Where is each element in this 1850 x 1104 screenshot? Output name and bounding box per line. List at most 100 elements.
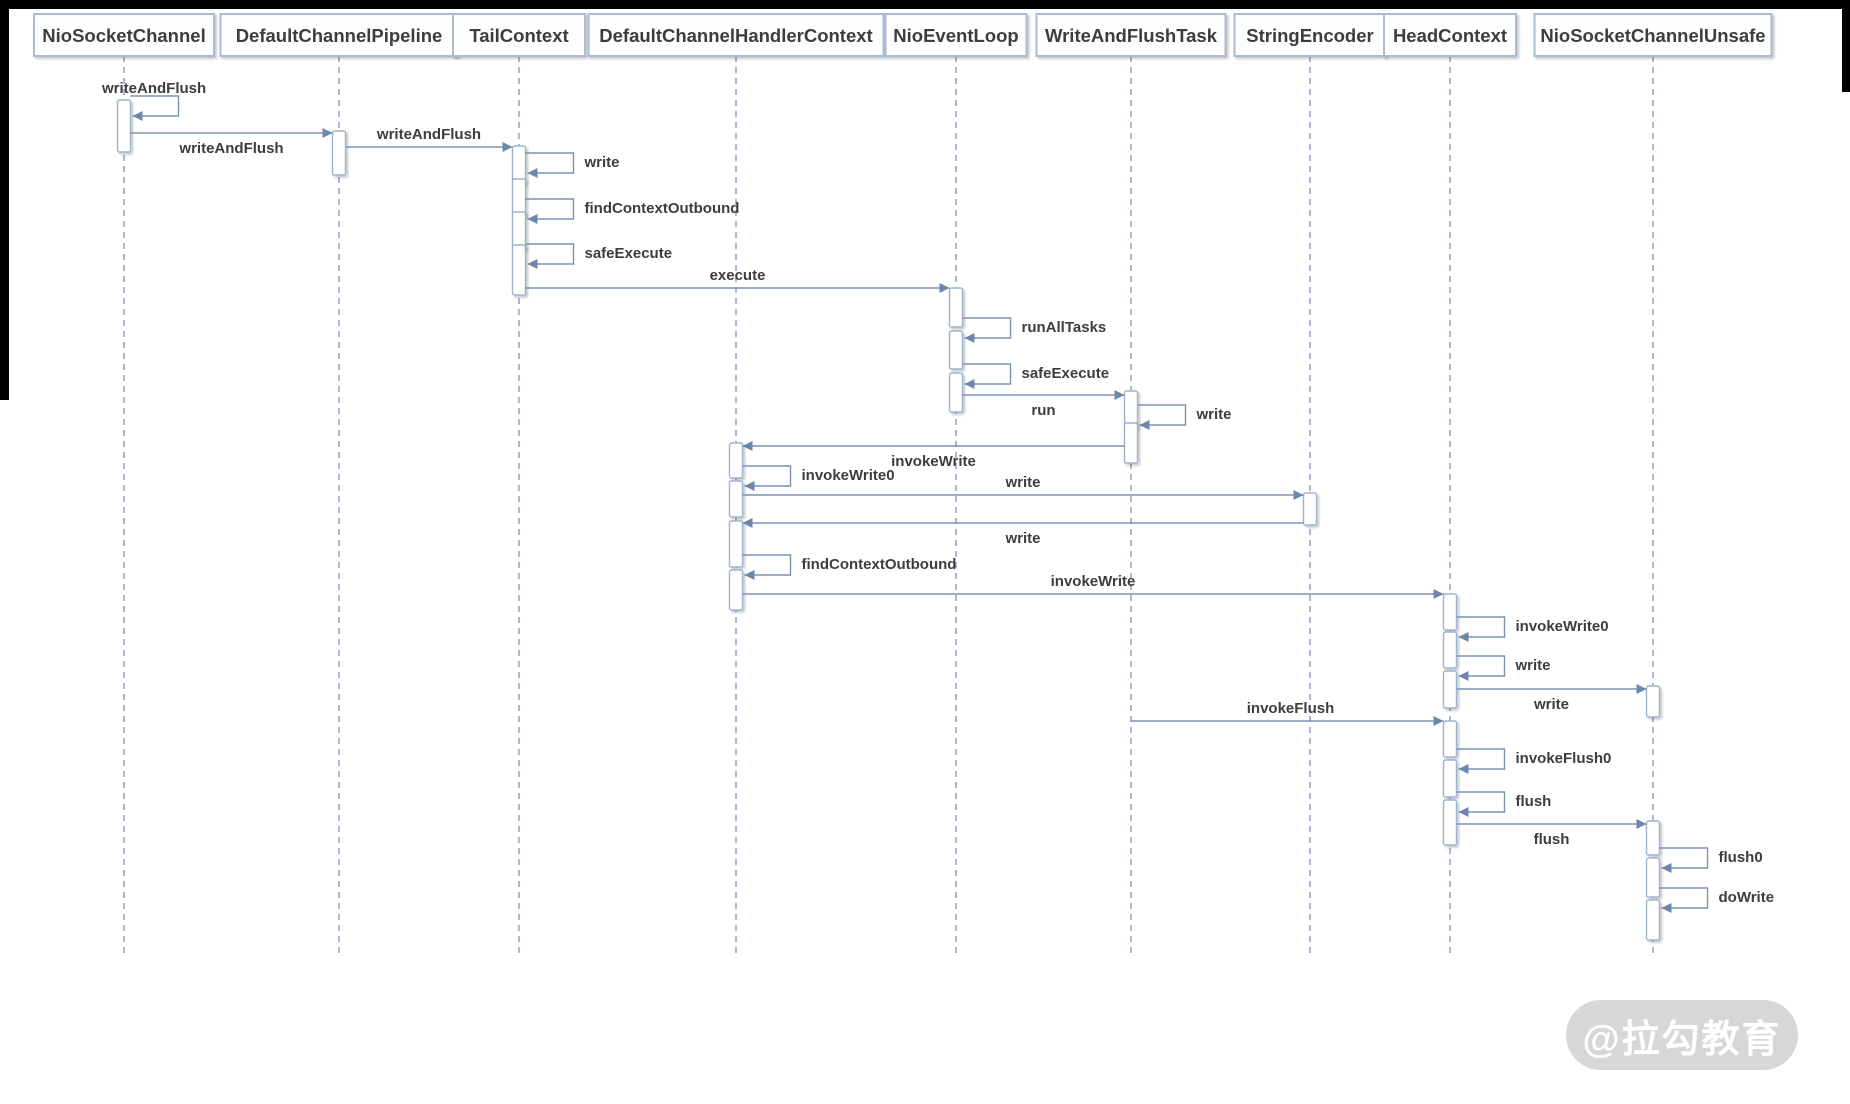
activation-bar <box>1442 631 1458 669</box>
participant-header-inner-border <box>1536 16 1770 54</box>
self-call-line <box>1137 404 1187 426</box>
message-label: write <box>1004 530 1040 547</box>
message-label: run <box>1031 402 1055 419</box>
participant-label-NioSocketChannel: NioSocketChannel <box>42 25 205 46</box>
message-label: invokeWrite <box>1051 573 1136 590</box>
activation-bar <box>511 244 527 296</box>
message-label: safeExecute <box>585 245 673 262</box>
message-label: execute <box>710 267 766 284</box>
message-label: flush0 <box>1719 849 1763 866</box>
arrowhead-icon <box>527 214 538 224</box>
activation-bar <box>728 520 744 568</box>
message-label: doWrite <box>1719 889 1775 906</box>
activation-bar <box>116 99 132 153</box>
arrowhead-icon <box>322 128 333 138</box>
arrowhead-icon <box>1433 589 1444 599</box>
activation-bar <box>1123 422 1139 464</box>
self-call-line <box>525 198 575 220</box>
activation-bar <box>728 480 744 518</box>
participant-label-NioEventLoop: NioEventLoop <box>893 25 1018 46</box>
arrowhead-icon <box>1636 819 1647 829</box>
self-call-line <box>1456 655 1506 677</box>
self-call-line <box>1456 748 1506 770</box>
arrowhead-icon <box>1661 903 1672 913</box>
message-label: invokeFlush <box>1247 700 1335 717</box>
participant-header-DefaultChannelHandlerContext <box>587 13 885 57</box>
frame-bar-left <box>0 0 9 400</box>
message-label: invokeWrite <box>891 453 976 470</box>
activation-bar <box>728 569 744 611</box>
message-label: write <box>1533 696 1569 713</box>
participant-label-HeadContext: HeadContext <box>1393 25 1507 46</box>
activation-bar <box>1302 492 1318 526</box>
self-call-line <box>1456 616 1506 638</box>
arrowhead-icon <box>132 111 143 121</box>
message-label: invokeWrite0 <box>802 467 895 484</box>
message-label: write <box>1515 657 1551 674</box>
participant-header-NioSocketChannel <box>33 13 215 57</box>
watermark-badge: @拉勾教育 <box>1566 1000 1798 1070</box>
participant-header-NioEventLoop <box>884 13 1028 57</box>
participant-label-DefaultChannelPipeline: DefaultChannelPipeline <box>236 25 443 46</box>
activation-bar <box>331 130 347 176</box>
participant-header-inner-border <box>1236 16 1384 54</box>
activation-bar <box>1442 670 1458 709</box>
participant-header-inner-border <box>455 16 583 54</box>
frame-bar-right <box>1842 0 1850 92</box>
message-label: writeAndFlush <box>376 126 481 143</box>
arrowhead-icon <box>939 283 950 293</box>
arrowhead-icon <box>1293 490 1304 500</box>
participant-header-inner-border <box>36 16 212 54</box>
self-call-line <box>962 317 1012 339</box>
activation-bar <box>1442 593 1458 631</box>
participant-header-inner-border <box>1038 16 1224 54</box>
activation-bar <box>948 330 964 370</box>
participant-header-StringEncoder <box>1233 13 1387 57</box>
self-call-line <box>525 243 575 265</box>
arrowhead-icon <box>742 518 753 528</box>
activation-bar <box>1442 720 1458 758</box>
arrowhead-icon <box>964 379 975 389</box>
frame-bar-top <box>0 0 1850 9</box>
participant-label-StringEncoder: StringEncoder <box>1246 25 1373 46</box>
self-call-line <box>742 554 792 576</box>
message-label: writeAndFlush <box>101 80 206 97</box>
arrowhead-icon <box>1458 671 1469 681</box>
participant-header-NioSocketChannelUnsafe <box>1533 13 1773 57</box>
watermark-text: @拉勾教育 <box>1582 1018 1782 1061</box>
message-label: write <box>1196 406 1232 423</box>
self-call-line <box>1659 847 1709 869</box>
arrowhead-icon <box>1458 632 1469 642</box>
self-call-line <box>1659 887 1709 909</box>
arrowhead-icon <box>527 168 538 178</box>
activation-bar <box>1645 899 1661 941</box>
arrowhead-icon <box>1139 420 1150 430</box>
arrowhead-icon <box>1636 684 1647 694</box>
arrowhead-icon <box>1661 863 1672 873</box>
message-label: flush <box>1516 793 1552 810</box>
participant-header-TailContext <box>452 13 586 57</box>
message-label: writeAndFlush <box>178 140 283 157</box>
arrowhead-icon <box>1458 807 1469 817</box>
arrowhead-icon <box>527 259 538 269</box>
arrowhead-icon <box>1433 716 1444 726</box>
message-label: write <box>584 154 620 171</box>
message-label: findContextOutbound <box>585 200 740 217</box>
activation-bar <box>1442 799 1458 846</box>
participant-label-DefaultChannelHandlerContext: DefaultChannelHandlerContext <box>599 25 872 46</box>
message-label: invokeWrite0 <box>1516 618 1609 635</box>
message-label: findContextOutbound <box>802 556 957 573</box>
arrowhead-icon <box>744 570 755 580</box>
activation-bar <box>728 442 744 479</box>
participant-header-inner-border <box>1386 16 1514 54</box>
participant-header-inner-border <box>590 16 882 54</box>
arrowhead-icon <box>1114 390 1125 400</box>
message-label: runAllTasks <box>1022 319 1107 336</box>
participant-label-WriteAndFlushTask: WriteAndFlushTask <box>1045 25 1218 46</box>
arrowhead-icon <box>502 142 513 152</box>
participant-header-HeadContext <box>1383 13 1517 57</box>
participant-label-TailContext: TailContext <box>469 25 568 46</box>
arrowhead-icon <box>1458 764 1469 774</box>
